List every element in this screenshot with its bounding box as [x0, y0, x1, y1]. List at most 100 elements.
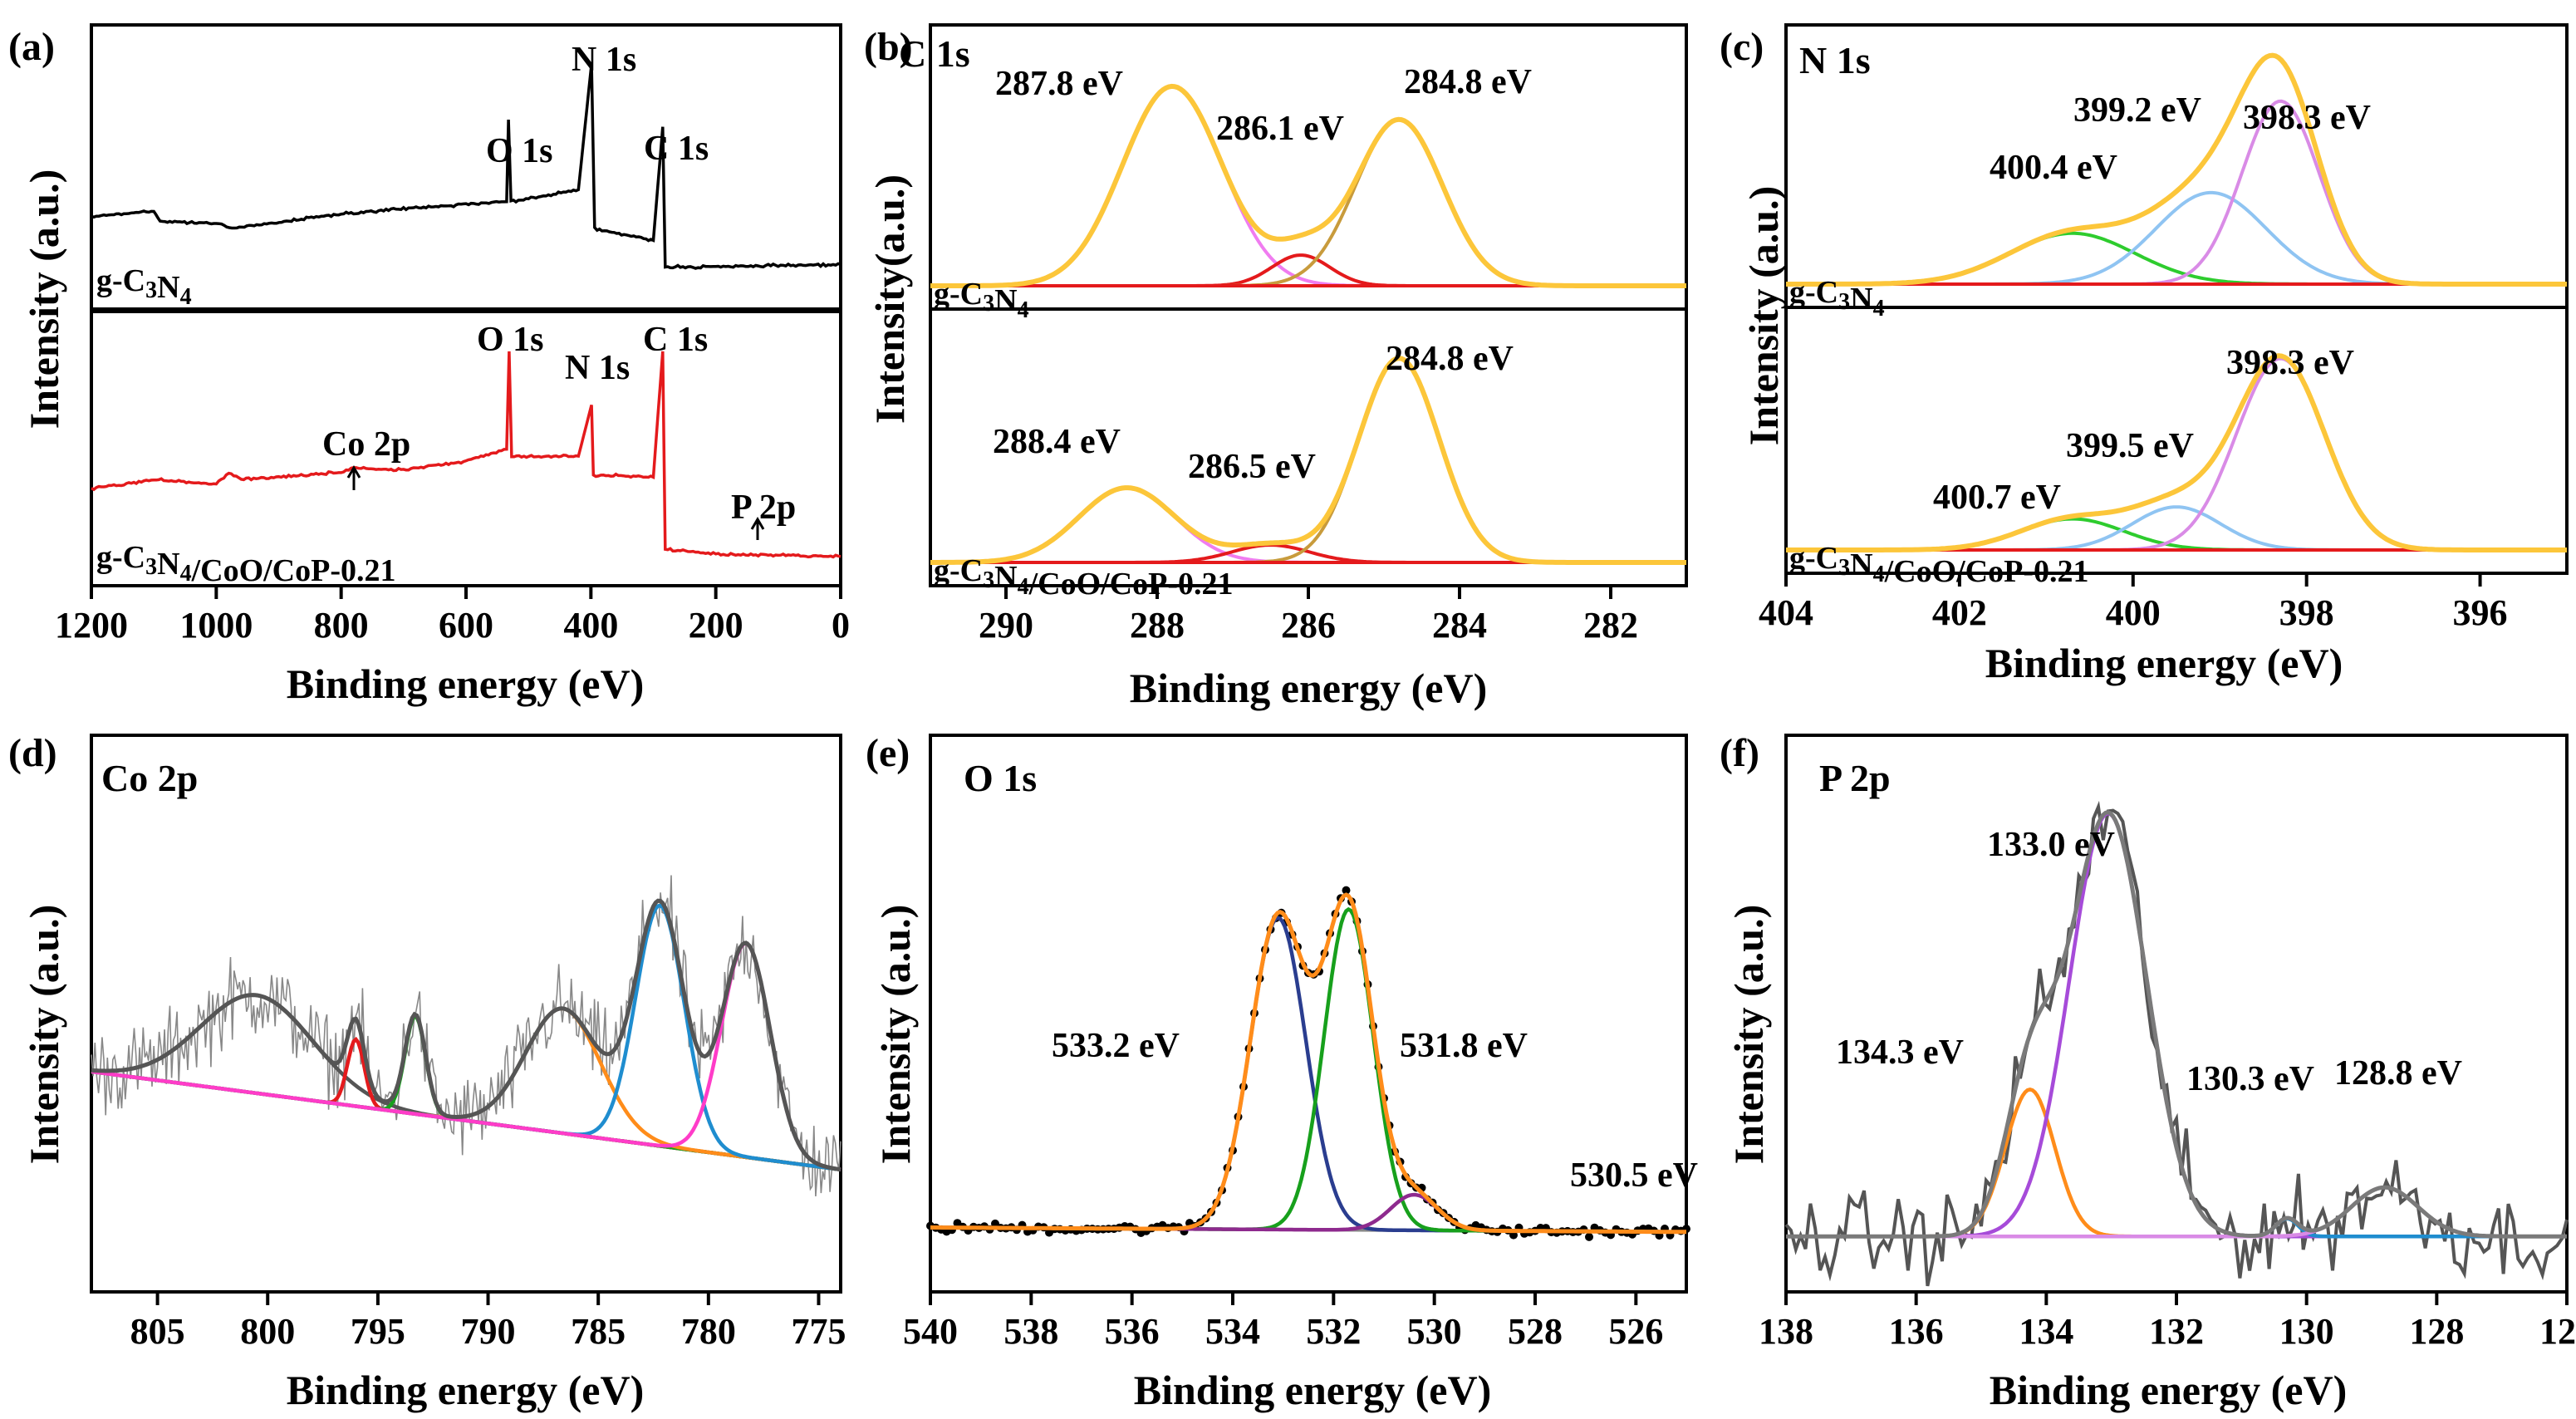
- panel-c-component-peak: [1786, 517, 2567, 552]
- panel-b-peak-label: 286.5 eV: [1188, 448, 1316, 486]
- panel-d-component-peak: [91, 903, 841, 1172]
- panel-b-envelope: [930, 356, 1686, 565]
- panel-e-peak-label: 531.8 eV: [1400, 1027, 1528, 1065]
- panel-c-composite-sample-label: g-C3N4/CoO/CoP-0.21: [1789, 541, 2089, 589]
- panel-c-plot: g-C3N4 400.4 eV 399.2 eV 398.3 eV g-C3N4/CoO…: [1759, 23, 2569, 633]
- panel-d-ylabel: Intensity (a.u.): [21, 905, 67, 1165]
- panel-a-frame-bottom: [90, 310, 842, 587]
- panel-e-peak-label: 533.2 eV: [1052, 1027, 1180, 1065]
- panel-e-xtick-label: 528: [1508, 1311, 1563, 1352]
- panel-c-peak-label: 399.2 eV: [2073, 91, 2201, 130]
- panel-a-peak-o1s-top: O 1s: [486, 132, 553, 170]
- panel-d-component-peak: [91, 1014, 841, 1172]
- panel-d-frame: [90, 734, 842, 1294]
- panel-b-peak-label: 284.8 eV: [1404, 63, 1532, 101]
- panel-c-xtick-label: 400: [2106, 592, 2161, 633]
- panel-c-frame-top: [1784, 23, 2569, 309]
- panel-a-gcn-sample-label: g-C3N4: [96, 263, 192, 310]
- panel-d-plot: 805 800 795 790 785 780 775: [90, 734, 846, 1352]
- panel-f-xlabel: Binding energy (eV): [1990, 1367, 2348, 1413]
- panel-e-xtick-label: 530: [1407, 1311, 1462, 1352]
- panel-a-frame-top: [90, 23, 842, 311]
- panel-c-peak-label: 398.3 eV: [2243, 99, 2371, 137]
- panel-e-xtick-label: 534: [1205, 1311, 1260, 1352]
- panel-a: (a) g-C3N4 g-C3N4/CoO/CoP-0.21 O 1s N 1s C 1…: [8, 23, 850, 707]
- panel-a-survey-line-gcn: [91, 63, 841, 270]
- panel-b-gcn-sample-label: g-C3N4: [934, 277, 1029, 323]
- panel-e-xlabel: Binding energy (eV): [1134, 1367, 1492, 1413]
- panel-e-frame: [929, 734, 1688, 1294]
- panel-f-xtick-label: 134: [2019, 1311, 2073, 1352]
- panel-f-peak-label: 134.3 eV: [1836, 1034, 1964, 1072]
- panel-c-xtick-label: 404: [1759, 592, 1813, 633]
- panel-c-peak-label: 400.4 eV: [1990, 149, 2117, 187]
- panel-c-xtick-label: 396: [2453, 592, 2508, 633]
- panel-b-title: C 1s: [899, 32, 970, 75]
- panel-a-peak-c1s-bottom: C 1s: [643, 321, 708, 359]
- panel-a-label: (a): [8, 25, 55, 69]
- panel-a-survey-line-composite: [91, 351, 841, 559]
- panel-b-composite-sample-label: g-C3N4/CoO/CoP-0.21: [934, 553, 1234, 601]
- panel-b-xtick-label: 286: [1281, 605, 1336, 646]
- panel-a-composite-sample-label: g-C3N4/CoO/CoP-0.21: [96, 540, 396, 588]
- panel-c-gcn-sample-label: g-C3N4: [1789, 275, 1885, 322]
- panel-c-xlabel: Binding energy (eV): [1985, 640, 2343, 686]
- panel-b-xtick-label: 282: [1583, 605, 1638, 646]
- panel-b-peak-label: 284.8 eV: [1386, 340, 1514, 378]
- panel-a-co2p-arrow: [346, 465, 361, 490]
- panel-d-label: (d): [8, 731, 57, 775]
- panel-b-ylabel: Intensity(a.u.): [866, 174, 913, 424]
- panel-a-xtick-label: 1000: [179, 605, 253, 646]
- panel-f-xtick-label: 130: [2279, 1311, 2334, 1352]
- panel-e-ylabel: Intensity (a.u.): [872, 905, 919, 1165]
- panel-a-peak-n1s-bottom: N 1s: [565, 349, 630, 387]
- panel-c-label: (c): [1720, 25, 1764, 69]
- panel-a-xtick-label: 600: [439, 605, 493, 646]
- panel-c-frame-bottom: [1784, 306, 2569, 575]
- panel-b-xtick-label: 288: [1130, 605, 1185, 646]
- panel-b-peak-label: 287.8 eV: [995, 65, 1123, 103]
- panel-a-xtick-label: 400: [563, 605, 618, 646]
- panel-f: (f) P 2p 134.3 eV 133.0 eV 130.3 eV 128.8 e…: [1720, 731, 2576, 1413]
- panel-d: (d) Co 2p 805 800 795 790 785 780 775 Binding …: [8, 731, 846, 1413]
- panel-f-peak-label: 130.3 eV: [2186, 1060, 2314, 1098]
- panel-d-xlabel: Binding energy (eV): [287, 1367, 645, 1413]
- panel-c-peak-label: 399.5 eV: [2066, 427, 2194, 465]
- panel-a-peak-co2p: Co 2p: [322, 425, 410, 464]
- panel-e-title: O 1s: [964, 757, 1037, 799]
- panel-f-envelope: [1786, 810, 2567, 1239]
- panel-a-p2p-arrow: [750, 517, 765, 540]
- panel-a-peak-o1s-bottom: O 1s: [477, 321, 544, 359]
- panel-e-xtick-label: 526: [1608, 1311, 1663, 1352]
- panel-d-title: Co 2p: [101, 757, 198, 799]
- panel-f-xtick-label: 128: [2409, 1311, 2464, 1352]
- panel-d-envelope: [91, 898, 841, 1172]
- panel-a-xtick-label: 800: [314, 605, 369, 646]
- panel-c-peak-label: 400.7 eV: [1933, 479, 2061, 517]
- panel-d-xtick-label: 800: [240, 1311, 295, 1352]
- panel-e-plot: 533.2 eV 531.8 eV 530.5 eV 540 538 536 534 532 5…: [903, 734, 1698, 1352]
- panel-f-xtick-label: 126: [2539, 1311, 2576, 1352]
- panel-a-plot: g-C3N4 g-C3N4/CoO/CoP-0.21 O 1s N 1s C 1s O 1…: [55, 23, 850, 646]
- panel-b: (b) C 1s g-C3N4 287.8 eV 286.1 eV 284.8 eV g…: [864, 23, 1688, 711]
- panel-c-envelope: [1786, 353, 2567, 552]
- panel-a-peak-p2p: P 2p: [731, 489, 796, 527]
- panel-f-xtick-label: 132: [2149, 1311, 2204, 1352]
- panel-e-xtick-label: 540: [903, 1311, 958, 1352]
- panel-b-envelope: [930, 83, 1686, 288]
- panel-f-label: (f): [1720, 731, 1759, 775]
- panel-b-peak-label: 286.1 eV: [1216, 110, 1344, 148]
- panel-b-xtick-label: 290: [979, 605, 1033, 646]
- panel-b-label: (b): [864, 25, 913, 69]
- panel-d-xtick-label: 775: [791, 1311, 846, 1352]
- panel-b-xlabel: Binding energy (eV): [1130, 665, 1488, 711]
- panel-a-xtick-label: 200: [689, 605, 743, 646]
- panel-e-raw-point: [1342, 886, 1351, 895]
- panel-a-xtick-label: 0: [832, 605, 850, 646]
- panel-f-peak-label: 128.8 eV: [2334, 1054, 2462, 1092]
- panel-e-peak-label: 530.5 eV: [1570, 1156, 1698, 1195]
- panel-f-component-peak: [1786, 811, 2567, 1239]
